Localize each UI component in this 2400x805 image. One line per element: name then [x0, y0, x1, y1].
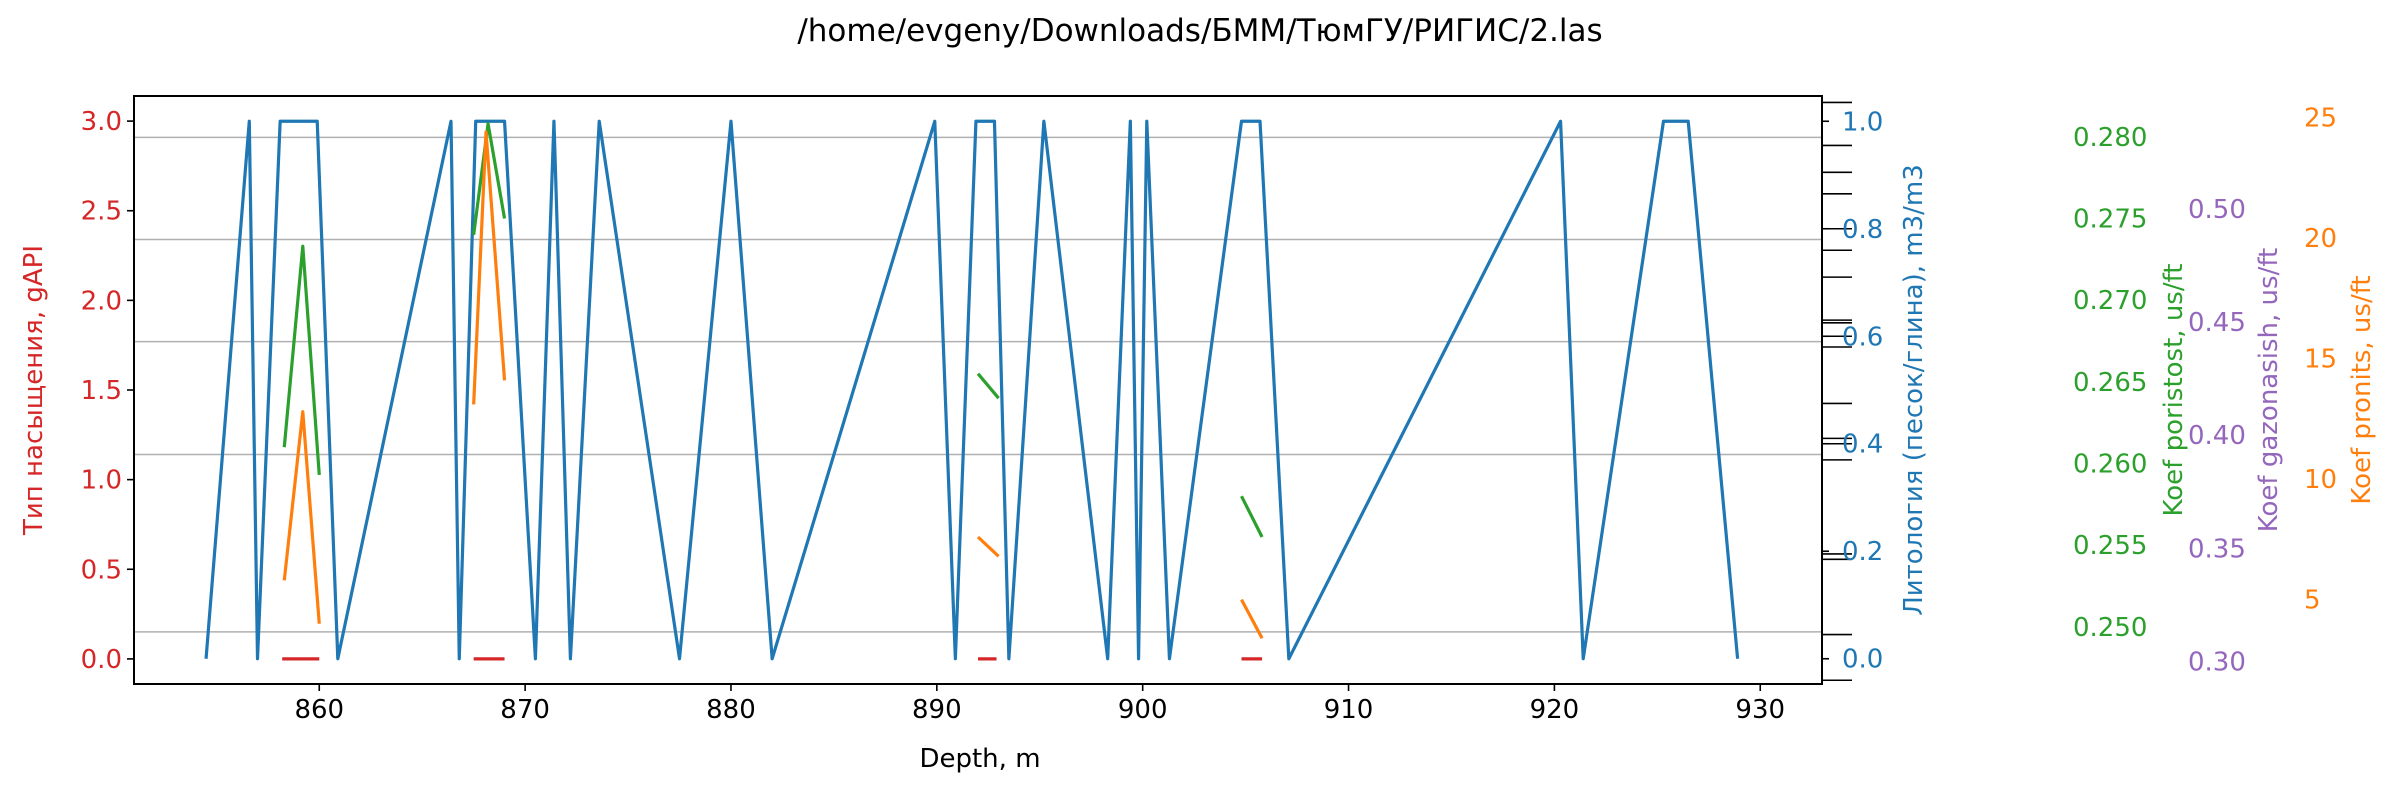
x-tick-label: 920 [1530, 695, 1580, 725]
plot-frame [133, 95, 1823, 685]
x-tick-label: 890 [912, 695, 962, 725]
series-line-poristost [472, 122, 507, 236]
chart-title: /home/evgeny/Downloads/БММ/ТюмГУ/РИГИС/2… [797, 13, 1602, 49]
y-tick-label-poristost: 0.280 [2073, 123, 2147, 153]
series-layer [204, 119, 1740, 661]
y-tick-label-pronits: 10 [2304, 465, 2337, 495]
y-tick-label-lithology: 0.2 [1842, 537, 1883, 567]
grid-layer [134, 136, 1822, 633]
x-tick-label: 880 [706, 695, 756, 725]
series-line-poristost [282, 244, 321, 476]
x-tick-label: 910 [1324, 695, 1374, 725]
series-line-pronits [282, 410, 321, 624]
series-line-pronits [976, 535, 1000, 558]
y-tick-label-poristost: 0.255 [2073, 531, 2147, 561]
series-line-poristost [976, 372, 1000, 400]
y-tick-label-pronits: 20 [2304, 224, 2337, 254]
axes-layer: 860 870 880 890 900 910 920 930 0.0 0.5 1.0 1.5 2.0 2… [19, 95, 2377, 725]
y-tick-label-lithology: 0.6 [1842, 322, 1883, 352]
y-tick-label-poristost: 0.260 [2073, 450, 2147, 480]
series-line-pronits [1240, 598, 1264, 639]
y-tick-label-gazonasish: 0.40 [2188, 421, 2246, 451]
series-line-pronits [472, 130, 507, 405]
y-tick-label-saturation: 2.0 [81, 286, 122, 316]
x-tick-label: 930 [1735, 695, 1785, 725]
y-axis-label-pronits: Koef pronits, us/ft [2347, 275, 2377, 504]
y-tick-label-lithology: 0.8 [1842, 215, 1883, 245]
x-axis-label: Depth, m [919, 744, 1040, 774]
y-tick-label-pronits: 15 [2304, 345, 2337, 375]
y-tick-label-gazonasish: 0.50 [2188, 195, 2246, 225]
y-tick-label-gazonasish: 0.45 [2188, 308, 2246, 338]
y-axis-label-poristost: Koef poristost, us/ft [2159, 264, 2189, 517]
y-axis-label-gazonasish: Koef gazonasish, us/ft [2254, 248, 2284, 532]
y-tick-label-lithology: 1.0 [1842, 107, 1883, 137]
y-tick-label-saturation: 3.0 [81, 107, 122, 137]
y-tick-label-saturation: 1.0 [81, 466, 122, 496]
y-tick-label-saturation: 1.5 [81, 376, 122, 406]
y-tick-label-gazonasish: 0.35 [2188, 534, 2246, 564]
y-tick-label-poristost: 0.265 [2073, 368, 2147, 398]
series-line-poristost [1240, 495, 1264, 538]
y-tick-label-pronits: 5 [2304, 586, 2321, 616]
y-tick-label-pronits: 25 [2304, 104, 2337, 134]
y-axis-label-saturation: Тип насыщения, gAPI [19, 245, 49, 536]
y-tick-label-saturation: 0.5 [81, 555, 122, 585]
y-tick-label-saturation: 2.5 [81, 197, 122, 227]
y-tick-label-poristost: 0.250 [2073, 613, 2147, 643]
y-tick-label-lithology: 0.4 [1842, 430, 1883, 460]
y-tick-label-poristost: 0.270 [2073, 286, 2147, 316]
x-tick-label: 900 [1118, 695, 1168, 725]
y-tick-label-saturation: 0.0 [81, 645, 122, 675]
y-tick-label-gazonasish: 0.30 [2188, 647, 2246, 677]
y-axis-label-lithology: Литология (песок/глина), m3/m3 [1899, 164, 1929, 616]
x-tick-label: 860 [294, 695, 344, 725]
y-tick-label-lithology: 0.0 [1842, 645, 1883, 675]
x-tick-label: 870 [500, 695, 550, 725]
y-tick-label-poristost: 0.275 [2073, 205, 2147, 235]
series-line-lithology [204, 119, 1740, 661]
